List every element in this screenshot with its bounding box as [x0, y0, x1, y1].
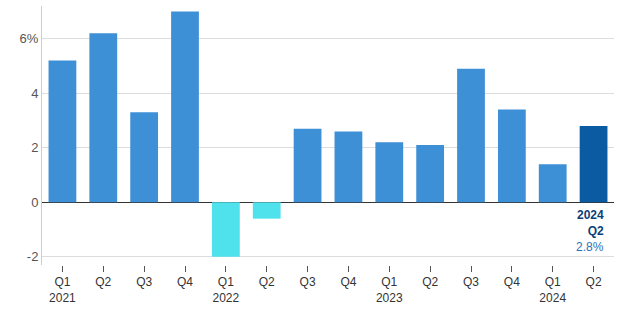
svg-text:2.8%: 2.8%: [576, 240, 604, 254]
svg-text:Q2: Q2: [95, 275, 111, 289]
svg-text:Q4: Q4: [340, 275, 356, 289]
svg-text:Q2: Q2: [586, 275, 602, 289]
svg-text:2024Q2: 2024Q2: [577, 208, 604, 238]
svg-text:Q2: Q2: [422, 275, 438, 289]
svg-text:Q12024: Q12024: [539, 275, 566, 305]
svg-text:2: 2: [31, 140, 38, 155]
svg-text:0: 0: [31, 195, 38, 210]
svg-text:Q2: Q2: [259, 275, 275, 289]
svg-text:Q4: Q4: [504, 275, 520, 289]
svg-text:Q12022: Q12022: [213, 275, 240, 305]
svg-text:Q3: Q3: [300, 275, 316, 289]
svg-text:Q3: Q3: [463, 275, 479, 289]
svg-text:Q4: Q4: [177, 275, 193, 289]
svg-text:4: 4: [31, 86, 38, 101]
svg-text:Q12023: Q12023: [376, 275, 403, 305]
svg-text:-2: -2: [27, 249, 39, 264]
svg-text:Q12021: Q12021: [49, 275, 76, 305]
svg-text:6%: 6%: [20, 31, 39, 46]
svg-text:Q3: Q3: [136, 275, 152, 289]
